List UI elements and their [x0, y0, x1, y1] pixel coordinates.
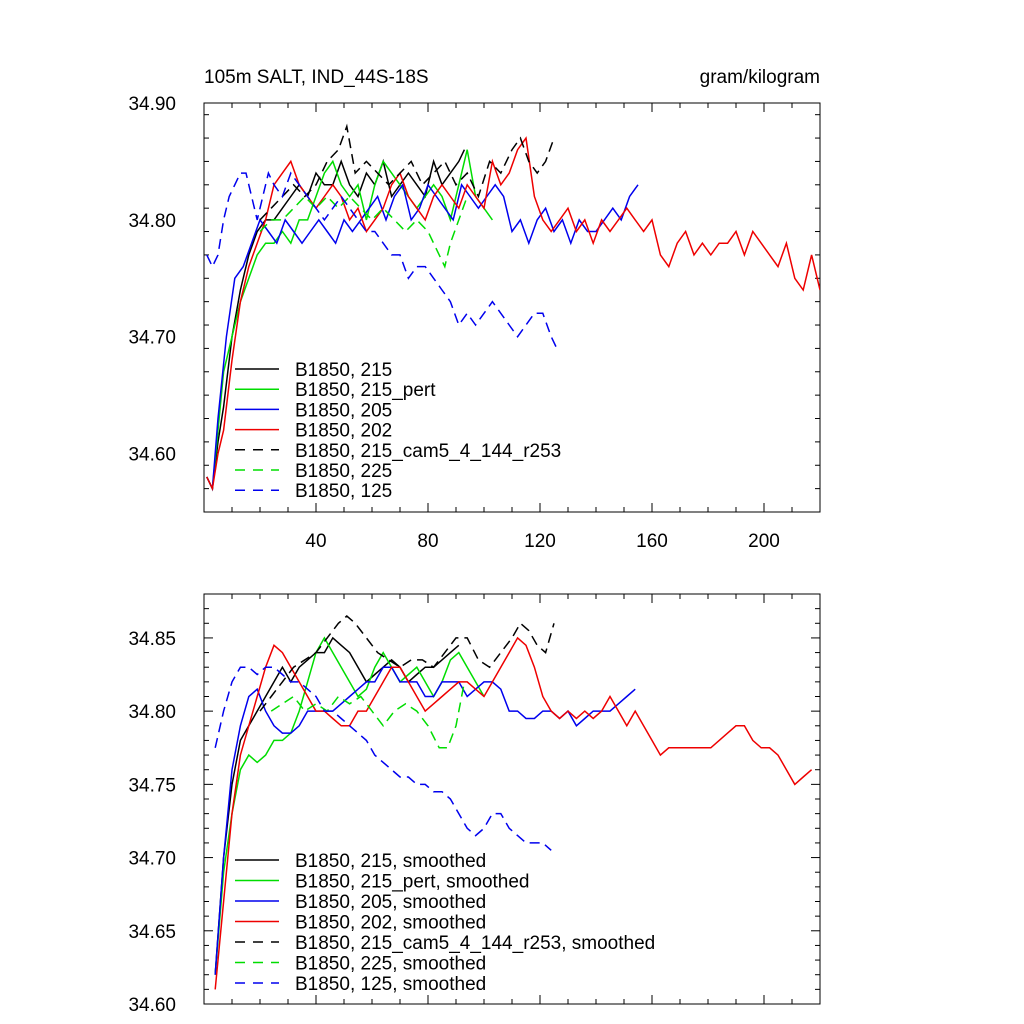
legend-label: B1850, 125 [295, 481, 392, 502]
legend-label: B1850, 225, smoothed [295, 954, 486, 975]
legend-label: B1850, 215 [295, 360, 392, 381]
top-panel: 34.60 34.70 34.80 34.90 40 80 120 160 200 105m SA… [128, 67, 821, 552]
legend-label: B1850, 215_pert [295, 380, 436, 401]
y-tick-label: 34.85 [128, 629, 176, 650]
y-tick-label: 34.70 [128, 849, 176, 870]
legend-label: B1850, 215_cam5_4_144_r253 [295, 441, 561, 462]
series-line-3 [214, 636, 813, 990]
x-tick-label: 120 [524, 531, 556, 552]
x-tick-label: 160 [636, 531, 668, 552]
bottom-panel: 34.60 34.65 34.70 34.75 34.80 34.85 B1850, 215… [128, 593, 821, 1016]
legend-label: B1850, 205, smoothed [295, 892, 486, 913]
legend-label: B1850, 225 [295, 461, 392, 482]
series-line-0 [214, 636, 460, 975]
y-tick-label: 34.80 [128, 211, 176, 232]
legend-label: B1850, 215, smoothed [295, 851, 486, 872]
units-label: gram/kilogram [700, 67, 820, 88]
x-tick-label: 80 [417, 531, 438, 552]
y-tick-label: 34.75 [128, 775, 176, 796]
series-line-2 [206, 183, 639, 492]
legend-label: B1850, 202, smoothed [295, 913, 486, 934]
y-tick-label: 34.70 [128, 328, 176, 349]
legend-label: B1850, 125, smoothed [295, 974, 486, 995]
x-tick-label: 200 [748, 531, 780, 552]
chart-title: 105m SALT, IND_44S-18S [204, 67, 429, 88]
series-line-6 [214, 666, 552, 851]
legend-label: B1850, 205 [295, 400, 392, 421]
series-line-4 [259, 615, 555, 712]
series-line-6 [206, 170, 558, 349]
y-tick-label: 34.60 [128, 445, 176, 466]
legend-label: B1850, 202 [295, 421, 392, 442]
series-line-3 [206, 136, 820, 492]
series-line-5 [259, 195, 468, 269]
legend-label: B1850, 215_cam5_4_144_r253, smoothed [295, 933, 655, 954]
series-line-4 [259, 123, 555, 221]
series-line-5 [270, 681, 466, 749]
series-line-1 [206, 149, 494, 492]
x-tick-label: 40 [305, 531, 326, 552]
y-tick-label: 34.65 [128, 922, 176, 943]
y-tick-label: 34.60 [128, 995, 176, 1016]
legend-label: B1850, 215_pert, smoothed [295, 872, 530, 893]
y-tick-label: 34.80 [128, 702, 176, 723]
y-tick-label: 34.90 [128, 94, 176, 115]
